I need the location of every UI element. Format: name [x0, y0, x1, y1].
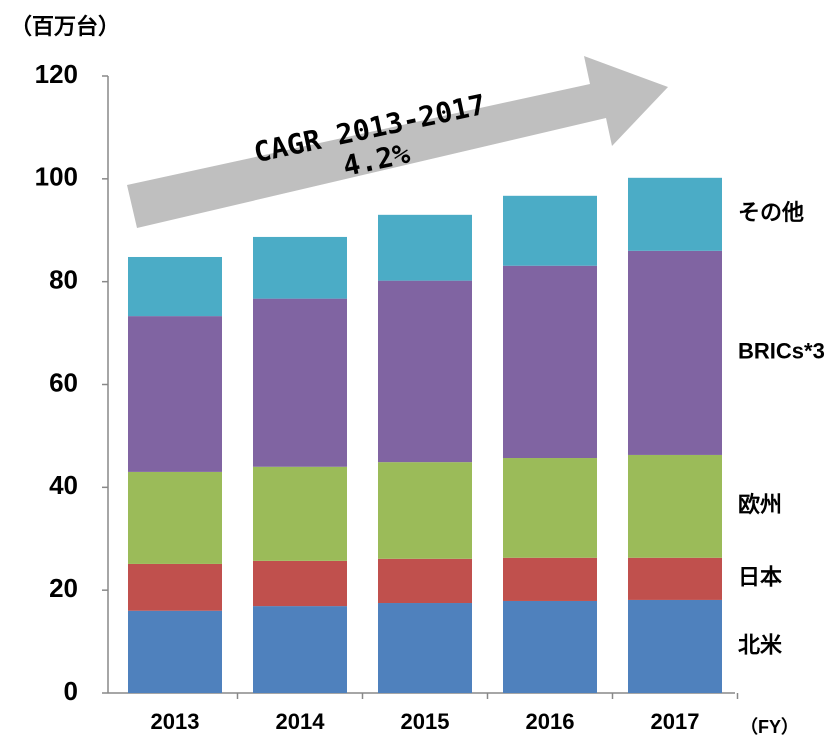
bar-segment [253, 298, 347, 467]
bar-segment [253, 236, 347, 299]
x-tick-label: 2014 [276, 709, 326, 734]
series-label: その他 [738, 200, 804, 225]
bar-segment [628, 454, 722, 558]
y-tick-label: 100 [35, 162, 78, 192]
y-tick-label: 60 [49, 367, 78, 397]
series-label: 欧州 [738, 492, 782, 517]
bar-segment [628, 177, 722, 251]
bar-segment [128, 316, 222, 472]
y-tick-label: 20 [49, 573, 78, 603]
bar-segment [253, 606, 347, 693]
x-tick-label: 2016 [526, 709, 575, 734]
bar-segment [503, 557, 597, 601]
bar-segment [503, 458, 597, 558]
series-label: BRICs*3 [738, 339, 825, 364]
bar-segment [128, 256, 222, 317]
y-tick-label: 80 [49, 265, 78, 295]
bar-segment [503, 265, 597, 459]
bar-segment [253, 466, 347, 561]
bar-segment [628, 599, 722, 693]
bar-segment [378, 462, 472, 559]
bar-segment [503, 195, 597, 266]
bar-segment [628, 250, 722, 455]
bar-segment [503, 600, 597, 693]
bar-segment [128, 471, 222, 564]
bar-segment [378, 603, 472, 693]
bar-segment [378, 280, 472, 463]
y-tick-label: 0 [64, 676, 78, 706]
series-label: 北米 [738, 632, 783, 657]
x-axis-label: （FY） [740, 717, 799, 737]
x-tick-label: 2017 [651, 709, 700, 734]
bar-segment [378, 558, 472, 604]
bar-segment [128, 610, 222, 693]
bar-segment [378, 214, 472, 281]
bar-segment [253, 560, 347, 607]
y-tick-label: 120 [35, 59, 78, 89]
y-axis-label: （百万台） [10, 14, 120, 39]
x-tick-label: 2015 [401, 709, 450, 734]
bar-segment [128, 563, 222, 611]
x-tick-label: 2013 [151, 709, 200, 734]
series-label: 日本 [738, 565, 782, 590]
y-tick-label: 40 [49, 470, 78, 500]
cagr-arrow [127, 56, 668, 228]
bar-segment [628, 557, 722, 600]
